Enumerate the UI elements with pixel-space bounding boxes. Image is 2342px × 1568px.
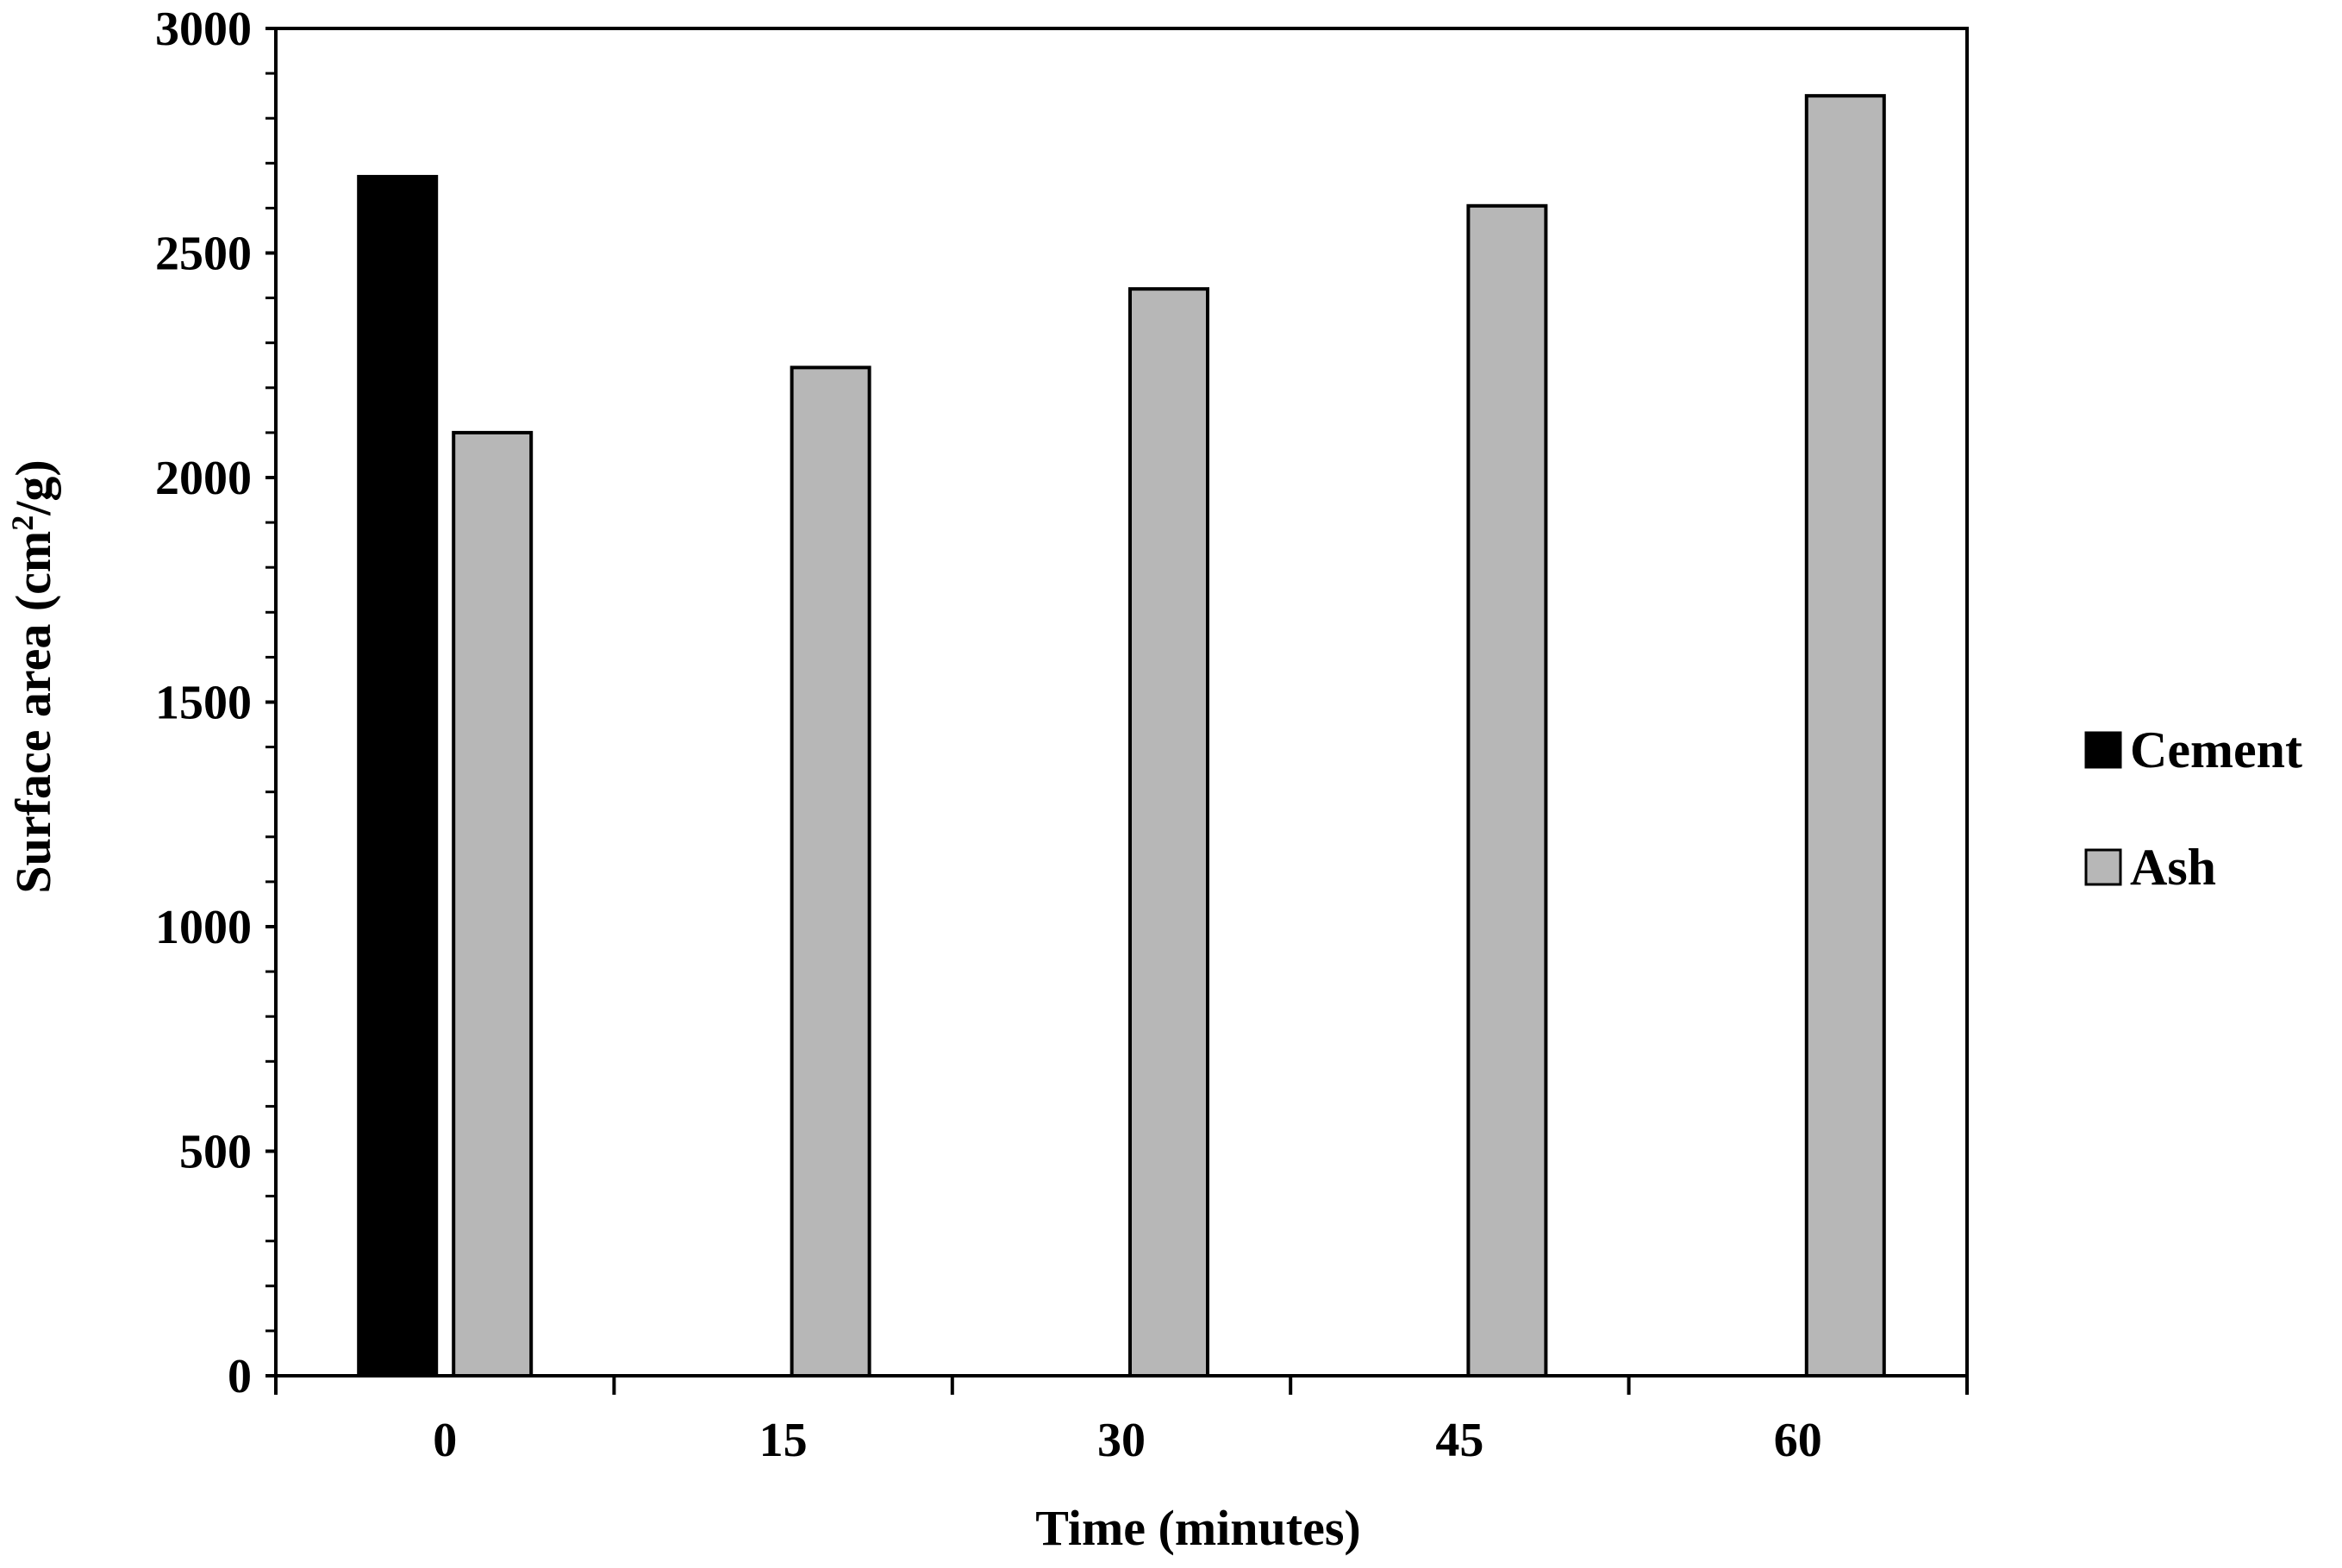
legend-swatch-ash — [2084, 848, 2122, 886]
bar-ash-15 — [790, 365, 871, 1378]
y-tick-label: 1000 — [155, 901, 252, 954]
x-tick-label: 45 — [1435, 1414, 1483, 1467]
x-tick-label: 60 — [1774, 1414, 1822, 1467]
legend-item-cement: Cement — [2084, 722, 2302, 778]
bar-cement-0 — [357, 174, 439, 1377]
bar-ash-60 — [1804, 94, 1886, 1377]
x-axis: 0 15 30 45 60 — [274, 1376, 1969, 1467]
bars — [357, 94, 1886, 1378]
y-tick-label: 0 — [228, 1350, 252, 1403]
y-axis: 0 500 1000 1500 2000 2500 3000 — [155, 3, 276, 1403]
x-axis-title: Time (minutes) — [1035, 1500, 1361, 1556]
legend-item-ash: Ash — [2084, 839, 2216, 896]
bar-ash-30 — [1128, 287, 1209, 1377]
y-tick-label: 2500 — [155, 228, 252, 281]
bar-ash-0 — [452, 430, 534, 1377]
legend-label-ash: Ash — [2130, 839, 2216, 896]
y-axis-title: Surface area (cm2/g) — [5, 459, 61, 893]
x-tick-label: 0 — [433, 1414, 457, 1467]
legend-label-cement: Cement — [2130, 722, 2302, 778]
y-tick-label: 1500 — [155, 677, 252, 730]
bar-ash-45 — [1466, 203, 1548, 1377]
x-tick-label: 15 — [759, 1414, 808, 1467]
y-tick-label: 2000 — [155, 452, 252, 505]
y-tick-label: 500 — [179, 1126, 252, 1179]
legend-swatch-cement — [2084, 731, 2122, 769]
y-tick-label: 3000 — [155, 3, 252, 56]
x-tick-label: 30 — [1097, 1414, 1146, 1467]
legend: Cement Ash — [2084, 722, 2302, 896]
